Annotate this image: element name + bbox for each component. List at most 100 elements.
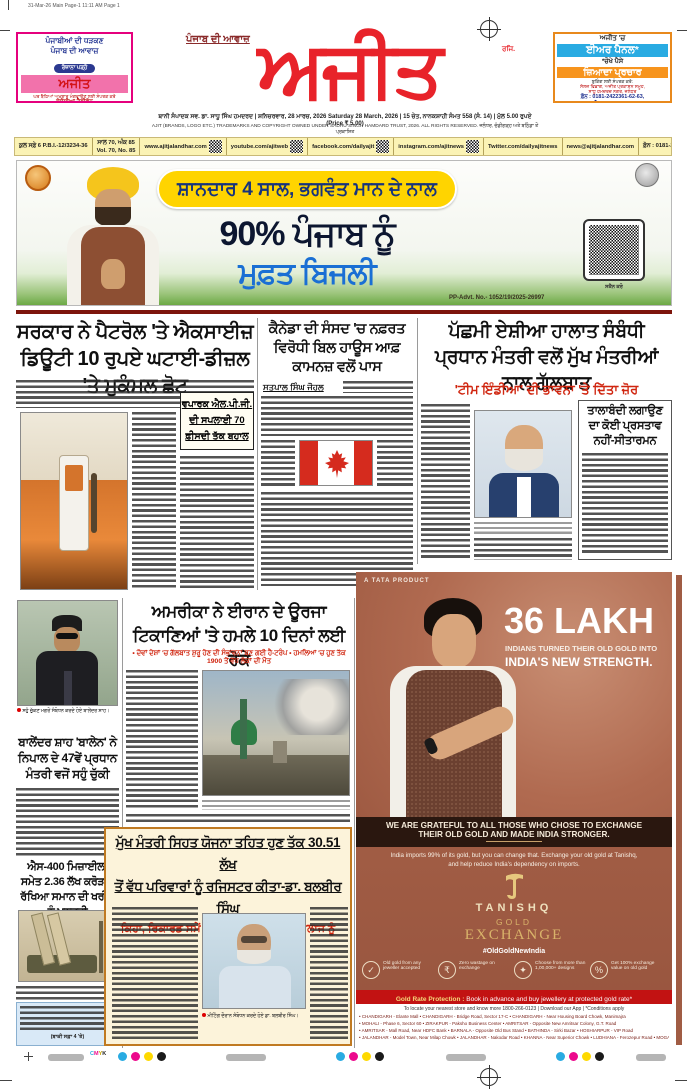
- caption-text: ਸਹੁੰ ਚੁੱਕਣ ਮਗਰੋਂ ਸੰਬੋਧਨ ਕਰਦੇ ਹੋਏ ਬਾਲੇਂਦਰ…: [22, 709, 110, 714]
- body-text: [16, 788, 119, 856]
- tanishq-wordmark: TANISHQ: [475, 902, 553, 914]
- infobar-pages-text: ਕੁਲ ਸਫ਼ੇ 6 P.B.I.-12/3234-36: [19, 143, 88, 149]
- calibration-bar: [446, 1054, 486, 1061]
- photo-shape: [241, 936, 267, 943]
- store-list-line: • CHANDIGARH - Elante Mall • CHANDIGARH …: [359, 1014, 626, 1019]
- right-bleed-strip: [676, 575, 682, 1045]
- body-text: [343, 381, 413, 393]
- photo-shape: [237, 950, 271, 964]
- jump-line: (ਬਾਕੀ ਸਫ਼ਾ 4 'ਤੇ): [50, 1034, 85, 1040]
- balen-photo-caption: ਸਹੁੰ ਚੁੱਕਣ ਮਗਰੋਂ ਸੰਬੋਧਨ ਕਰਦੇ ਹੋਏ ਬਾਲੇਂਦਰ…: [17, 708, 118, 715]
- feature-zero-wastage: ₹ Zero wastage on exchange: [438, 961, 514, 979]
- protection-lead: Gold Rate Protection :: [395, 996, 465, 1003]
- promo-agency: ਏਜੰਸੀਆਂ ਟੈਲੀਫੋਨ: [56, 99, 93, 103]
- promo-line-2: ਪੰਜਾਬ ਦੀ ਆਵਾਜ਼: [50, 46, 99, 55]
- band-divider: [486, 841, 542, 842]
- airstrike-city-photo: [202, 670, 350, 796]
- petrol-pump-photo: [20, 412, 128, 590]
- photo-shape: [99, 921, 103, 973]
- feature-label: Choose from more than 1,00,000+ designs: [535, 961, 586, 972]
- feature-full-value: % Get 100% exchange value on old gold: [590, 961, 666, 979]
- store-list-line: • MOHALI - Phase 6, Sector 60 • ZIRAKPUR…: [359, 1021, 617, 1026]
- lpg-box: ਵਪਾਰਕ ਐਲ.ਪੀ.ਜੀ. ਦੀ ਸਪਲਾਈ 70 ਫ਼ੀਸਦੀ ਤੱਕ ਬ…: [180, 392, 254, 450]
- infobar-youtube-link[interactable]: youtube.com/ajitweb: [225, 138, 307, 155]
- feature-any-jeweller: ✓ Old gold from any jeweller accepted: [362, 961, 438, 979]
- ad-sub-line-1: INDIANS TURNED THEIR OLD GOLD INTO: [505, 644, 658, 653]
- body-text: [20, 1006, 115, 1032]
- masthead-copyright: AJIT (BRANDS, LOGO ETC.) TRADEMARKS AND …: [151, 124, 539, 135]
- color-dot-cyan: [336, 1052, 345, 1061]
- caption-bullet: [17, 708, 21, 712]
- ad-feature-row: ✓ Old gold from any jeweller accepted ₹ …: [362, 961, 666, 979]
- body-text: [474, 538, 572, 560]
- color-dot-black: [375, 1052, 384, 1061]
- yearpanel-line-6: ਸੇਲਜ਼ ਵਿਭਾਗ, ਅਜੀਤ ਪ੍ਰਕਾਸ਼ਨ ਸਮੂਹ,: [580, 84, 645, 89]
- column-divider: [417, 318, 418, 564]
- twitter-url[interactable]: Twitter.com/dailyajitnews: [488, 143, 558, 150]
- instagram-url[interactable]: instagram.com/ajitnews: [398, 143, 465, 150]
- feature-label: Zero wastage on exchange: [459, 961, 495, 972]
- cmyk-label: CMYK: [90, 1051, 106, 1057]
- photo-shape: [432, 614, 476, 668]
- yearpanel-band-2: ਜ਼ਿਆਦਾ ਪ੍ਰਚਾਰ: [557, 67, 668, 78]
- promo-oval: ਰੋਜ਼ਾਨਾ ਪੜ੍ਹੋ: [53, 64, 96, 73]
- body-text: [261, 440, 295, 486]
- website-url[interactable]: www.ajitjalandhar.com: [144, 143, 207, 150]
- protection-rest: Book in advance and buy jewellery at pro…: [464, 996, 633, 1003]
- exchange-label: EXCHANGE: [464, 927, 564, 943]
- govt-emblem-right-icon: [635, 163, 659, 187]
- ad-body-line-2: and help reduce India's dependency on im…: [448, 861, 580, 868]
- color-dot-cyan: [118, 1052, 127, 1061]
- lpg-line-3: ਫ਼ੀਸਦੀ ਤੱਕ ਬਹਾਲ: [185, 431, 249, 442]
- crop-mark: [677, 30, 687, 31]
- yearpanel-line-7: ਸਾਧੂ ਹਮਦਰਦ ਨਗਰ, ਜਲੰਧਰ: [588, 89, 637, 94]
- body-text: [112, 907, 198, 1039]
- health-headline-1: ਮੁੱਖ ਮੰਤਰੀ ਸਿਹਤ ਯੋਜਨਾ ਤਹਿਤ ਹੁਣ ਤੱਕ 30.51…: [115, 835, 341, 872]
- ad-qr-code: [583, 219, 645, 281]
- feature-label: Get 100% exchange value on old gold: [611, 961, 655, 972]
- photo-caption: [474, 522, 572, 534]
- infobar-email-link[interactable]: news@ajitjalandhar.com: [561, 138, 639, 155]
- youtube-url[interactable]: youtube.com/ajitweb: [230, 143, 289, 150]
- yearpanel-phone: ਫ਼ੋਨ : 0181-2422361-62-63,: [580, 94, 645, 100]
- infobar-facebook-link[interactable]: facebook.com/dailyajit: [307, 138, 393, 155]
- designs-icon: ✦: [514, 961, 532, 979]
- pm-story-subhead: 'ਟੀਮ ਇੰਡੀਆ' ਦੀ ਭਾਵਨਾ 'ਤੇ ਦਿੱਤਾ ਜ਼ੋਰ: [454, 382, 639, 397]
- caption-text: ਮੀਟਿੰਗ ਦੌਰਾਨ ਸੰਬੋਧਨ ਕਰਦੇ ਹੋਏ ਡਾ. ਬਲਬੀਰ ਸ…: [207, 1014, 299, 1019]
- website-qr-code: [208, 140, 222, 153]
- color-dot-black: [157, 1052, 166, 1061]
- promo-line-1: ਪੰਜਾਬੀਆਂ ਦੀ ਧੜਕਣ: [45, 36, 104, 45]
- color-dot-yellow: [362, 1052, 371, 1061]
- infobar-twitter-link[interactable]: Twitter.com/dailyajitnews: [483, 138, 561, 155]
- facebook-url[interactable]: facebook.com/dailyajit: [312, 143, 375, 150]
- sachin-tendulkar-photo: [366, 592, 536, 817]
- infobar-website-link[interactable]: www.ajitjalandhar.com: [139, 138, 225, 155]
- ad-hashtag: #OldGoldNewIndia: [482, 948, 546, 955]
- s400-story-headline: ਐਸ-400 ਮਿਜ਼ਾਈਲਾਂ ਸਮੇਤ 2.36 ਲੱਖ ਕਰੋੜ ਦੇ ਰ…: [20, 861, 115, 918]
- photo-shape: [64, 671, 72, 705]
- cmyk-y: Y: [98, 1051, 103, 1057]
- ad-approval-number: PP-Advt. No.- 1052/19/2025-26997: [449, 295, 545, 301]
- logo-reg-mark: ਰਜਿ.: [502, 46, 516, 53]
- tata-product-label: A TATA PRODUCT: [364, 578, 430, 584]
- body-text: [180, 456, 254, 588]
- flag-red-bar: [354, 441, 372, 485]
- tanishq-logo-icon: [506, 873, 523, 899]
- promo-note: ਘਰ ਬੈਠਿਆਂ ਅਖ਼ਬਾਰ ਮੰਗਵਾਉਣ ਲਈ ਸੰਪਰਕ ਕਰੋ: [33, 94, 116, 99]
- yearpanel-line-3: *ਚੋਖੇ ਪੈਸੇ: [601, 58, 624, 65]
- yearpanel-line-1: ਅਜੀਤ 'ਚ: [599, 35, 626, 42]
- band-line-2: THEIR OLD GOLD AND MADE INDIA STRONGER.: [418, 830, 610, 839]
- facebook-qr-code: [376, 140, 390, 153]
- feature-label: Old gold from any jeweller accepted: [383, 961, 421, 972]
- body-text: [377, 440, 413, 486]
- infobar-instagram-link[interactable]: instagram.com/ajitnews: [393, 138, 483, 155]
- tanishq-ad: A TATA PRODUCT 36 LAKH INDIANS TURNED TH…: [356, 572, 672, 1046]
- body-text: [16, 986, 119, 1000]
- bhagwant-mann-photo: [59, 167, 167, 305]
- store-list-line: • JALANDHAR - Model Town, Near Milap Cho…: [359, 1035, 669, 1040]
- flag-red-bar: [300, 441, 318, 485]
- email-address[interactable]: news@ajitjalandhar.com: [566, 143, 635, 150]
- gold-rate-protection-bar: Gold Rate Protection : Book in advance a…: [356, 990, 672, 1004]
- photo-shape: [54, 627, 80, 653]
